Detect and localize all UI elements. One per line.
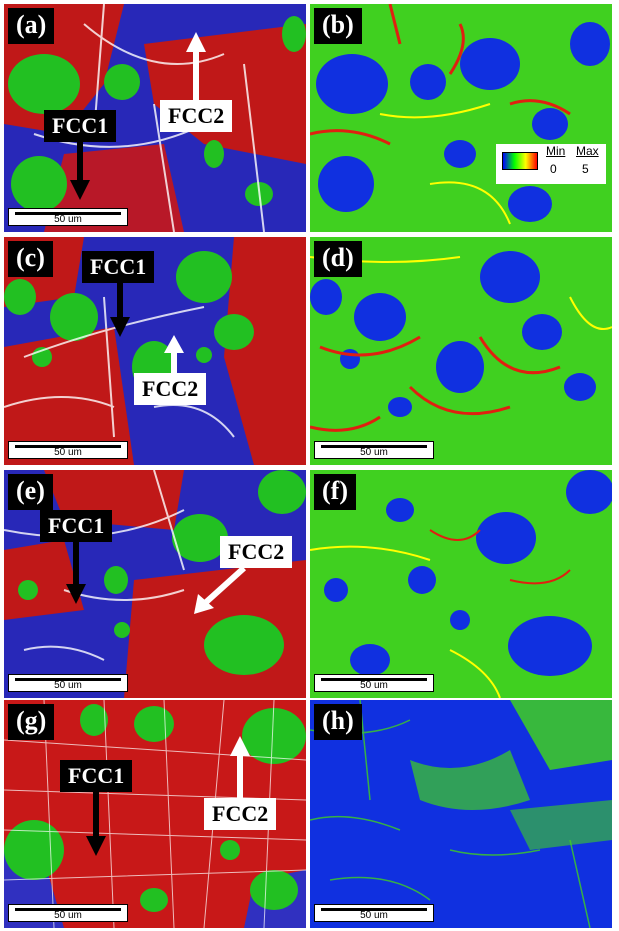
fcc1-tag: FCC1 xyxy=(82,251,155,283)
panel-h: (h) 50 um xyxy=(310,700,612,928)
fcc2-tag: FCC2 xyxy=(204,798,277,830)
arrow-down-icon xyxy=(70,140,90,200)
scale-bar: 50 um xyxy=(314,904,434,922)
legend-min-label: Min xyxy=(546,144,566,158)
phase-map-c xyxy=(4,237,306,465)
color-gradient xyxy=(502,152,538,170)
panel-label: (d) xyxy=(314,241,362,277)
kam-map-f xyxy=(310,470,612,698)
scale-bar-text: 50 um xyxy=(360,680,388,691)
panel-label: (c) xyxy=(8,241,53,277)
legend-min-value: 0 xyxy=(550,162,557,176)
scale-bar: 50 um xyxy=(8,904,128,922)
panel-g: (g) 50 um FCC1 FCC2 xyxy=(4,700,306,928)
arrow-up-icon xyxy=(164,335,184,375)
arrow-up-icon xyxy=(230,736,250,800)
arrow-down-icon xyxy=(110,281,130,337)
fcc2-tag: FCC2 xyxy=(160,100,233,132)
scale-bar-text: 50 um xyxy=(360,910,388,921)
panel-a: (a) 50 um FCC1 FCC2 xyxy=(4,4,306,232)
arrow-up-icon xyxy=(186,32,206,102)
panel-f: (f) 50 um xyxy=(310,470,612,698)
panel-d: (d) 50 um xyxy=(310,237,612,465)
kam-map-b xyxy=(310,4,612,232)
scale-bar: 50 um xyxy=(314,441,434,459)
arrow-diagonal-icon xyxy=(194,565,247,614)
panel-label: (h) xyxy=(314,704,362,740)
fcc2-tag: FCC2 xyxy=(134,373,207,405)
panel-label: (b) xyxy=(314,8,362,44)
scale-bar-text: 50 um xyxy=(54,680,82,691)
arrow-down-icon xyxy=(66,540,86,604)
phase-map-g xyxy=(4,700,306,928)
panel-label: (a) xyxy=(8,8,55,44)
fcc1-tag: FCC1 xyxy=(60,760,133,792)
scale-bar-text: 50 um xyxy=(54,214,82,225)
kam-legend: Min Max 0 5 xyxy=(496,144,606,184)
panel-label: (e) xyxy=(8,474,53,510)
scale-bar-text: 50 um xyxy=(54,910,82,921)
scale-bar: 50 um xyxy=(8,674,128,692)
fcc1-tag: FCC1 xyxy=(40,510,113,542)
scale-bar-text: 50 um xyxy=(360,447,388,458)
scale-bar: 50 um xyxy=(8,441,128,459)
arrow-down-icon xyxy=(86,790,106,856)
legend-max-value: 5 xyxy=(582,162,589,176)
fcc1-tag: FCC1 xyxy=(44,110,117,142)
panel-b: (b) Min Max 0 5 xyxy=(310,4,612,232)
scale-bar-text: 50 um xyxy=(54,447,82,458)
legend-max-label: Max xyxy=(576,144,599,158)
scale-bar: 50 um xyxy=(8,208,128,226)
panel-e: (e) 50 um FCC1 FCC2 xyxy=(4,470,306,698)
fcc2-tag: FCC2 xyxy=(220,536,293,568)
scale-bar: 50 um xyxy=(314,674,434,692)
panel-c: (c) 50 um FCC1 FCC2 xyxy=(4,237,306,465)
panel-label: (f) xyxy=(314,474,356,510)
panel-label: (g) xyxy=(8,704,55,740)
phase-map-a xyxy=(4,4,306,232)
